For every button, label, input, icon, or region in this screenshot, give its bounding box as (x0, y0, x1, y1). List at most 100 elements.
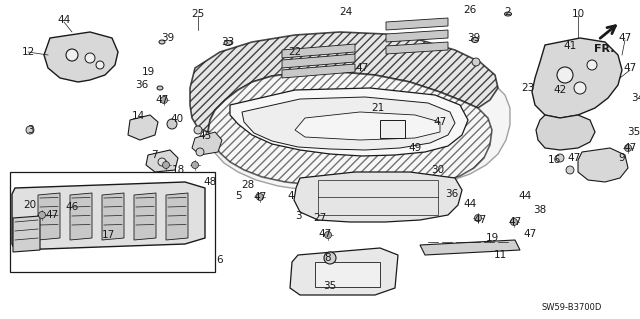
Text: 36: 36 (445, 189, 459, 199)
Bar (318, 180, 438, 215)
Text: 44: 44 (463, 199, 477, 209)
Circle shape (324, 252, 336, 264)
Text: 26: 26 (463, 5, 477, 15)
Text: 48: 48 (204, 177, 216, 187)
Ellipse shape (504, 12, 511, 16)
Circle shape (556, 154, 564, 162)
Polygon shape (44, 32, 118, 82)
Ellipse shape (323, 281, 337, 291)
Polygon shape (386, 30, 448, 42)
Text: 47: 47 (433, 117, 447, 127)
Circle shape (96, 61, 104, 69)
Text: 47: 47 (618, 33, 632, 43)
Polygon shape (134, 193, 156, 240)
Text: 10: 10 (572, 9, 584, 19)
Text: 47: 47 (474, 215, 486, 225)
Text: 17: 17 (101, 230, 115, 240)
Polygon shape (208, 88, 510, 192)
Text: 30: 30 (431, 165, 445, 175)
Text: 35: 35 (627, 127, 640, 137)
Text: 49: 49 (408, 143, 422, 153)
Polygon shape (146, 150, 178, 172)
Circle shape (574, 82, 586, 94)
Polygon shape (128, 115, 158, 140)
Polygon shape (230, 88, 468, 156)
Circle shape (557, 67, 573, 83)
Text: 24: 24 (339, 7, 353, 17)
Text: 47: 47 (623, 63, 637, 73)
Text: 47: 47 (568, 153, 580, 163)
Text: 7: 7 (150, 150, 157, 160)
Text: 9: 9 (619, 153, 625, 163)
Circle shape (194, 126, 202, 134)
Text: 44: 44 (58, 15, 70, 25)
Polygon shape (282, 44, 355, 58)
Bar (380, 120, 405, 138)
Polygon shape (294, 172, 462, 222)
Polygon shape (295, 112, 440, 140)
Ellipse shape (159, 40, 165, 44)
Text: 3: 3 (294, 211, 301, 221)
Circle shape (161, 97, 168, 103)
Polygon shape (290, 248, 398, 295)
Polygon shape (13, 216, 40, 252)
Polygon shape (12, 182, 205, 250)
Circle shape (257, 194, 264, 201)
Text: 47: 47 (623, 143, 637, 153)
Polygon shape (386, 42, 448, 54)
Text: 11: 11 (493, 250, 507, 260)
Ellipse shape (224, 41, 232, 46)
Text: 38: 38 (533, 205, 547, 215)
Polygon shape (190, 32, 498, 132)
Text: 45: 45 (198, 131, 212, 141)
Circle shape (66, 49, 78, 61)
Polygon shape (38, 193, 60, 240)
Circle shape (625, 145, 632, 152)
Polygon shape (536, 115, 595, 150)
Text: 47: 47 (355, 63, 369, 73)
Text: 6: 6 (217, 255, 223, 265)
Text: 47: 47 (253, 192, 267, 202)
Polygon shape (166, 193, 188, 240)
Bar (315, 262, 380, 287)
Polygon shape (282, 54, 355, 68)
Circle shape (566, 166, 574, 174)
Circle shape (191, 161, 198, 168)
Text: 18: 18 (172, 165, 184, 175)
Text: 34: 34 (632, 93, 640, 103)
Text: 4: 4 (288, 191, 294, 201)
Text: 47: 47 (156, 95, 168, 105)
Text: 2: 2 (505, 7, 511, 17)
Text: 33: 33 (221, 37, 235, 47)
Text: FR.: FR. (594, 44, 614, 54)
Circle shape (26, 126, 34, 134)
Circle shape (38, 211, 45, 219)
Circle shape (196, 148, 204, 156)
Circle shape (587, 60, 597, 70)
Ellipse shape (157, 86, 163, 90)
Text: 21: 21 (371, 103, 385, 113)
Circle shape (474, 214, 481, 221)
Circle shape (324, 232, 332, 239)
Text: 27: 27 (314, 213, 326, 223)
Text: 3: 3 (27, 125, 33, 135)
Text: 19: 19 (485, 233, 499, 243)
Polygon shape (578, 148, 628, 182)
Text: 36: 36 (136, 80, 148, 90)
Text: 47: 47 (508, 217, 522, 227)
Bar (10, 172, 215, 272)
Circle shape (163, 161, 170, 168)
Polygon shape (242, 97, 455, 150)
Text: 28: 28 (241, 180, 255, 190)
Text: 20: 20 (24, 200, 36, 210)
Text: 14: 14 (131, 111, 145, 121)
Text: 35: 35 (323, 281, 337, 291)
Text: 40: 40 (170, 114, 184, 124)
Polygon shape (386, 18, 448, 30)
Text: 47: 47 (45, 210, 59, 220)
Circle shape (472, 58, 480, 66)
Polygon shape (420, 240, 520, 255)
Polygon shape (532, 38, 622, 118)
Polygon shape (208, 72, 492, 188)
Text: 47: 47 (524, 229, 536, 239)
